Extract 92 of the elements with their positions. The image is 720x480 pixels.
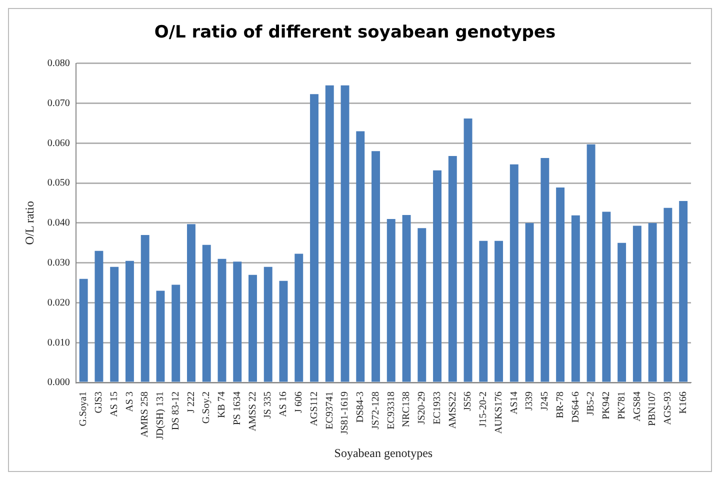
- x-tick-label: JS20-29: [416, 392, 428, 424]
- bar: [294, 254, 304, 382]
- x-tick-label: AMSS22: [447, 392, 458, 429]
- bar: [433, 170, 442, 382]
- x-tick-label: DS64-6: [570, 392, 582, 423]
- x-tick-label: AGS-93: [662, 392, 674, 425]
- x-tick-label: AUKS176: [493, 392, 504, 434]
- y-tick-label: 0.030: [47, 257, 70, 268]
- bar: [110, 266, 119, 382]
- bar: [340, 85, 350, 382]
- x-tick-label: J15-20-2: [478, 392, 490, 428]
- x-tick-label: EC93741: [324, 392, 336, 430]
- bar: [172, 284, 180, 382]
- bar: [679, 201, 688, 382]
- bar: [525, 222, 534, 382]
- x-tick-label: NRC138: [401, 392, 412, 428]
- bar: [187, 224, 196, 382]
- x-tick-label: AS 15: [108, 392, 120, 417]
- bar: [571, 215, 580, 382]
- bar: [632, 226, 642, 382]
- x-tick-label: J 222: [186, 392, 197, 413]
- x-tick-label: AGS112: [308, 392, 320, 426]
- bar: [540, 158, 550, 382]
- x-tick-label: AMRS 258: [140, 392, 151, 438]
- bar: [664, 208, 672, 382]
- x-tick-label: J 606: [294, 392, 304, 413]
- x-axis-title: Soyabean genotypes: [334, 446, 433, 460]
- x-tick-label: JS 335: [262, 392, 274, 418]
- x-tick-label: EC93318: [386, 392, 397, 430]
- x-tick-label: J245: [540, 392, 551, 410]
- x-tick-label: GJS3: [94, 392, 105, 414]
- x-tick-label: PBN107: [647, 392, 658, 426]
- bar: [356, 131, 365, 382]
- y-tick-label: 0.070: [47, 98, 70, 109]
- bar: [310, 94, 318, 382]
- y-tick-label: 0.080: [47, 58, 70, 70]
- x-tick-label: AS 3: [124, 392, 136, 412]
- bar: [586, 144, 596, 382]
- x-tick-label: DS84-3: [355, 392, 366, 423]
- bar: [156, 290, 165, 382]
- bar: [279, 280, 288, 382]
- x-tick-label: EC1933: [432, 392, 443, 424]
- x-tick-label: AS14: [508, 392, 520, 414]
- y-tick-label: 0.050: [47, 178, 70, 189]
- x-tick-label: AS 16: [278, 392, 290, 417]
- bar: [464, 118, 472, 382]
- bar: [618, 242, 626, 382]
- x-tick-label: J339: [524, 392, 536, 410]
- x-tick-label: JD(SH) 131: [155, 392, 166, 440]
- bar: [140, 234, 150, 382]
- bar: [233, 262, 242, 382]
- bar: [402, 214, 411, 382]
- x-tick-label: PK781: [616, 392, 628, 420]
- bar: [218, 258, 226, 382]
- bar: [79, 278, 88, 382]
- x-tick-label: PS 1634: [232, 392, 243, 426]
- x-tick-label: JS81-1619: [340, 392, 351, 434]
- y-tick-label: 0.000: [47, 377, 70, 388]
- x-tick-label: JB5-2: [586, 392, 597, 416]
- bar: [202, 244, 211, 382]
- x-tick-label: AMSS 22: [247, 392, 258, 432]
- x-tick-label: DS 83-12: [170, 392, 182, 430]
- bar: [264, 266, 272, 382]
- bar: [418, 228, 426, 382]
- chart-title: O/L ratio of different soyabean genotypes: [154, 22, 556, 43]
- bar: [248, 274, 257, 382]
- bar: [325, 85, 334, 382]
- x-tick-label: G.Soy.2: [201, 392, 212, 424]
- x-tick-label: AGS84: [632, 392, 643, 422]
- y-axis-title: O/L ratio: [22, 201, 36, 245]
- bar: [510, 164, 518, 382]
- x-tick-label: PK942: [601, 392, 612, 420]
- bar: [372, 151, 380, 382]
- y-tick-label: 0.010: [47, 337, 70, 348]
- x-tick-label: G.Soya1: [78, 392, 90, 426]
- x-tick-label: JS56: [462, 392, 474, 411]
- y-tick-label: 0.060: [47, 138, 70, 149]
- y-tick-label: 0.020: [47, 297, 70, 308]
- bar: [94, 250, 104, 382]
- x-tick-label: BR-78: [554, 392, 566, 418]
- y-tick-label: 0.040: [47, 218, 70, 229]
- x-tick-label: K166: [678, 392, 689, 414]
- bar: [648, 222, 657, 382]
- bar: [386, 218, 396, 382]
- bar: [494, 240, 504, 382]
- bar: [556, 187, 565, 382]
- bar: [125, 260, 134, 382]
- x-tick-label: JS72-128: [370, 392, 382, 430]
- x-tick-label: KB 74: [216, 392, 228, 418]
- bar: [602, 212, 611, 382]
- bar: [448, 156, 457, 382]
- bar: [479, 240, 488, 382]
